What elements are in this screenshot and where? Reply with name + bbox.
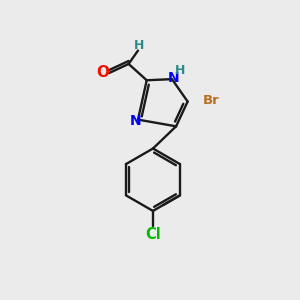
Text: H: H: [175, 64, 185, 77]
Text: O: O: [96, 65, 109, 80]
Text: H: H: [134, 39, 144, 52]
Text: N: N: [167, 71, 179, 85]
Text: Cl: Cl: [145, 227, 161, 242]
Text: Br: Br: [203, 94, 220, 107]
Text: N: N: [130, 114, 141, 128]
